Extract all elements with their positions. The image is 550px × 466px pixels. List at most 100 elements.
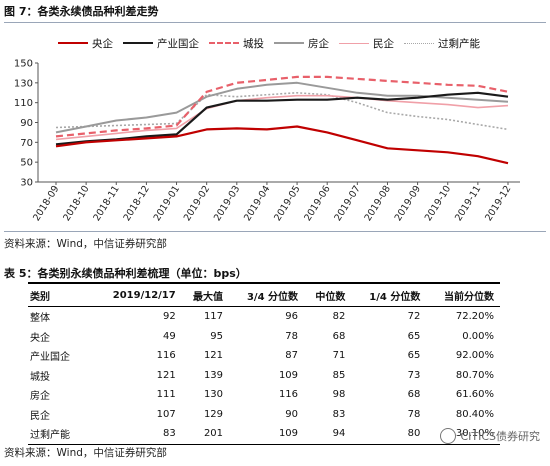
series-line-产业国企 [55,91,509,146]
x-tick-label: 2018-09 [31,184,61,223]
legend-item: 城投 [209,36,264,51]
y-tick-label: 150 [14,59,33,70]
table-cell: 城投 [30,371,50,383]
table-cell: 117 [203,311,224,323]
table-cell: 61.60% [455,389,494,401]
table-row: 央企 49 95 78 68 65 0.00% [28,327,500,347]
x-tick-label: 2019-10 [423,184,453,223]
y-tick-label: 90 [20,118,33,129]
table-header-cell: 最大值 [181,282,230,307]
legend-label: 民企 [373,37,394,50]
table-cell: 96 [285,311,299,323]
table-row: 民企 107 129 90 83 78 80.40% [28,405,500,425]
legend-item: 过剩产能 [404,36,480,51]
watermark-text: CITICS债券研究 [460,430,540,443]
series-line-房企 [55,81,509,134]
legend-swatch [274,42,304,44]
table-cell: 139 [203,369,224,381]
table-header-cell: 2019/12/17 [91,282,182,307]
table-cell: 80.40% [455,408,494,420]
table-cell: 72.20% [455,311,494,323]
y-tick-label: 50 [20,158,33,169]
x-tick-label: 2019-03 [212,184,242,223]
x-tick-label: 2019-07 [333,184,363,223]
figure-title: 图 7：各类永续债品种利差走势 [4,5,159,18]
legend-swatch [58,42,88,44]
series-line-城投 [55,75,509,138]
table-source: 资料来源：Wind，中信证券研究部 [4,447,167,459]
legend-swatch [209,42,239,44]
legend-item: 房企 [274,36,329,51]
legend-label: 央企 [92,37,113,50]
table-cell: 0.00% [462,330,494,342]
chart-legend: 央企 产业国企 城投 房企 民企 过剩产能 [58,36,490,50]
series-line-央企 [55,125,509,165]
y-tick-label: 130 [14,78,33,89]
table-cell: 116 [156,350,176,362]
table-cell: 产业国企 [30,352,70,364]
table-cell: 121 [156,369,176,381]
x-tick-label: 2019-05 [272,184,302,223]
table-cell: 116 [278,389,299,401]
table-cell: 82 [332,311,346,323]
legend-swatch [123,42,153,44]
table-cell: 129 [203,408,224,420]
table-cell: 49 [162,330,176,342]
table-cell: 92 [162,311,176,323]
legend-swatch [404,42,434,44]
legend-label: 城投 [243,37,264,50]
x-tick-label: 2019-01 [152,184,182,223]
chart-source: 资料来源：Wind，中信证券研究部 [4,238,167,250]
x-tick-label: 2018-11 [91,184,121,223]
series-line-民企 [55,94,509,141]
table-header-cell: 3/4 分位数 [229,282,305,307]
table-cell: 整体 [30,313,50,325]
table-cell: 房企 [30,391,50,403]
table-header-cell: 1/4 分位数 [351,282,427,307]
table-cell: 73 [407,369,421,381]
legend-item: 民企 [339,36,394,51]
figure-title-rule [4,22,546,23]
table-cell: 68 [407,389,421,401]
table-cell: 98 [332,389,346,401]
legend-label: 产业国企 [157,37,199,50]
table-cell: 80 [351,424,427,445]
table-header-cell: 类别 [28,282,92,307]
table-row: 产业国企 116 121 87 71 65 92.00% [28,346,500,366]
table-cell: 111 [156,389,176,401]
table-cell: 83 [332,408,346,420]
x-tick-label: 2019-02 [182,184,212,223]
table-header-cell: 当前分位数 [426,282,500,307]
x-tick-label: 2019-08 [363,184,393,223]
table-cell: 78 [285,330,299,342]
x-tick-label: 2019-06 [302,184,332,223]
legend-item: 产业国企 [123,36,199,51]
table-cell: 85 [332,369,346,381]
watermark: CITICS债券研究 [440,428,540,444]
table-header-cell: 中位数 [304,282,352,307]
legend-label: 房企 [308,37,329,50]
y-tick-label: 110 [14,98,33,109]
table-cell: 民企 [30,410,50,422]
table-cell: 95 [210,330,224,342]
legend-swatch [339,42,369,44]
table-cell: 109 [229,424,305,445]
chart-bottom-rule [4,231,546,232]
table-cell: 72 [407,311,421,323]
x-tick-label: 2019-11 [453,184,483,223]
x-tick-label: 2019-09 [393,184,423,223]
table-cell: 央企 [30,332,50,344]
table-row: 过剩产能 83 201 109 94 80 30.10% [28,424,500,445]
table-cell: 68 [332,330,346,342]
table-header-row: 类别 2019/12/17 最大值 3/4 分位数 中位数 1/4 分位数 当前分位数 [28,282,500,307]
table-cell: 90 [285,408,299,420]
table-body: 整体 92 117 96 82 72 72.20% 央企 49 95 78 68 65 0.00% 产业国企… [28,307,500,445]
x-tick-label: 2018-12 [122,184,152,223]
table-cell: 92.00% [455,350,494,362]
table-cell: 130 [203,389,224,401]
table-cell: 121 [203,350,224,362]
series-line-过剩产能 [55,92,509,131]
spread-table: 类别 2019/12/17 最大值 3/4 分位数 中位数 1/4 分位数 当前分位数 整体… [28,282,500,445]
table-cell: 65 [407,330,421,342]
table-cell: 过剩产能 [28,424,92,445]
